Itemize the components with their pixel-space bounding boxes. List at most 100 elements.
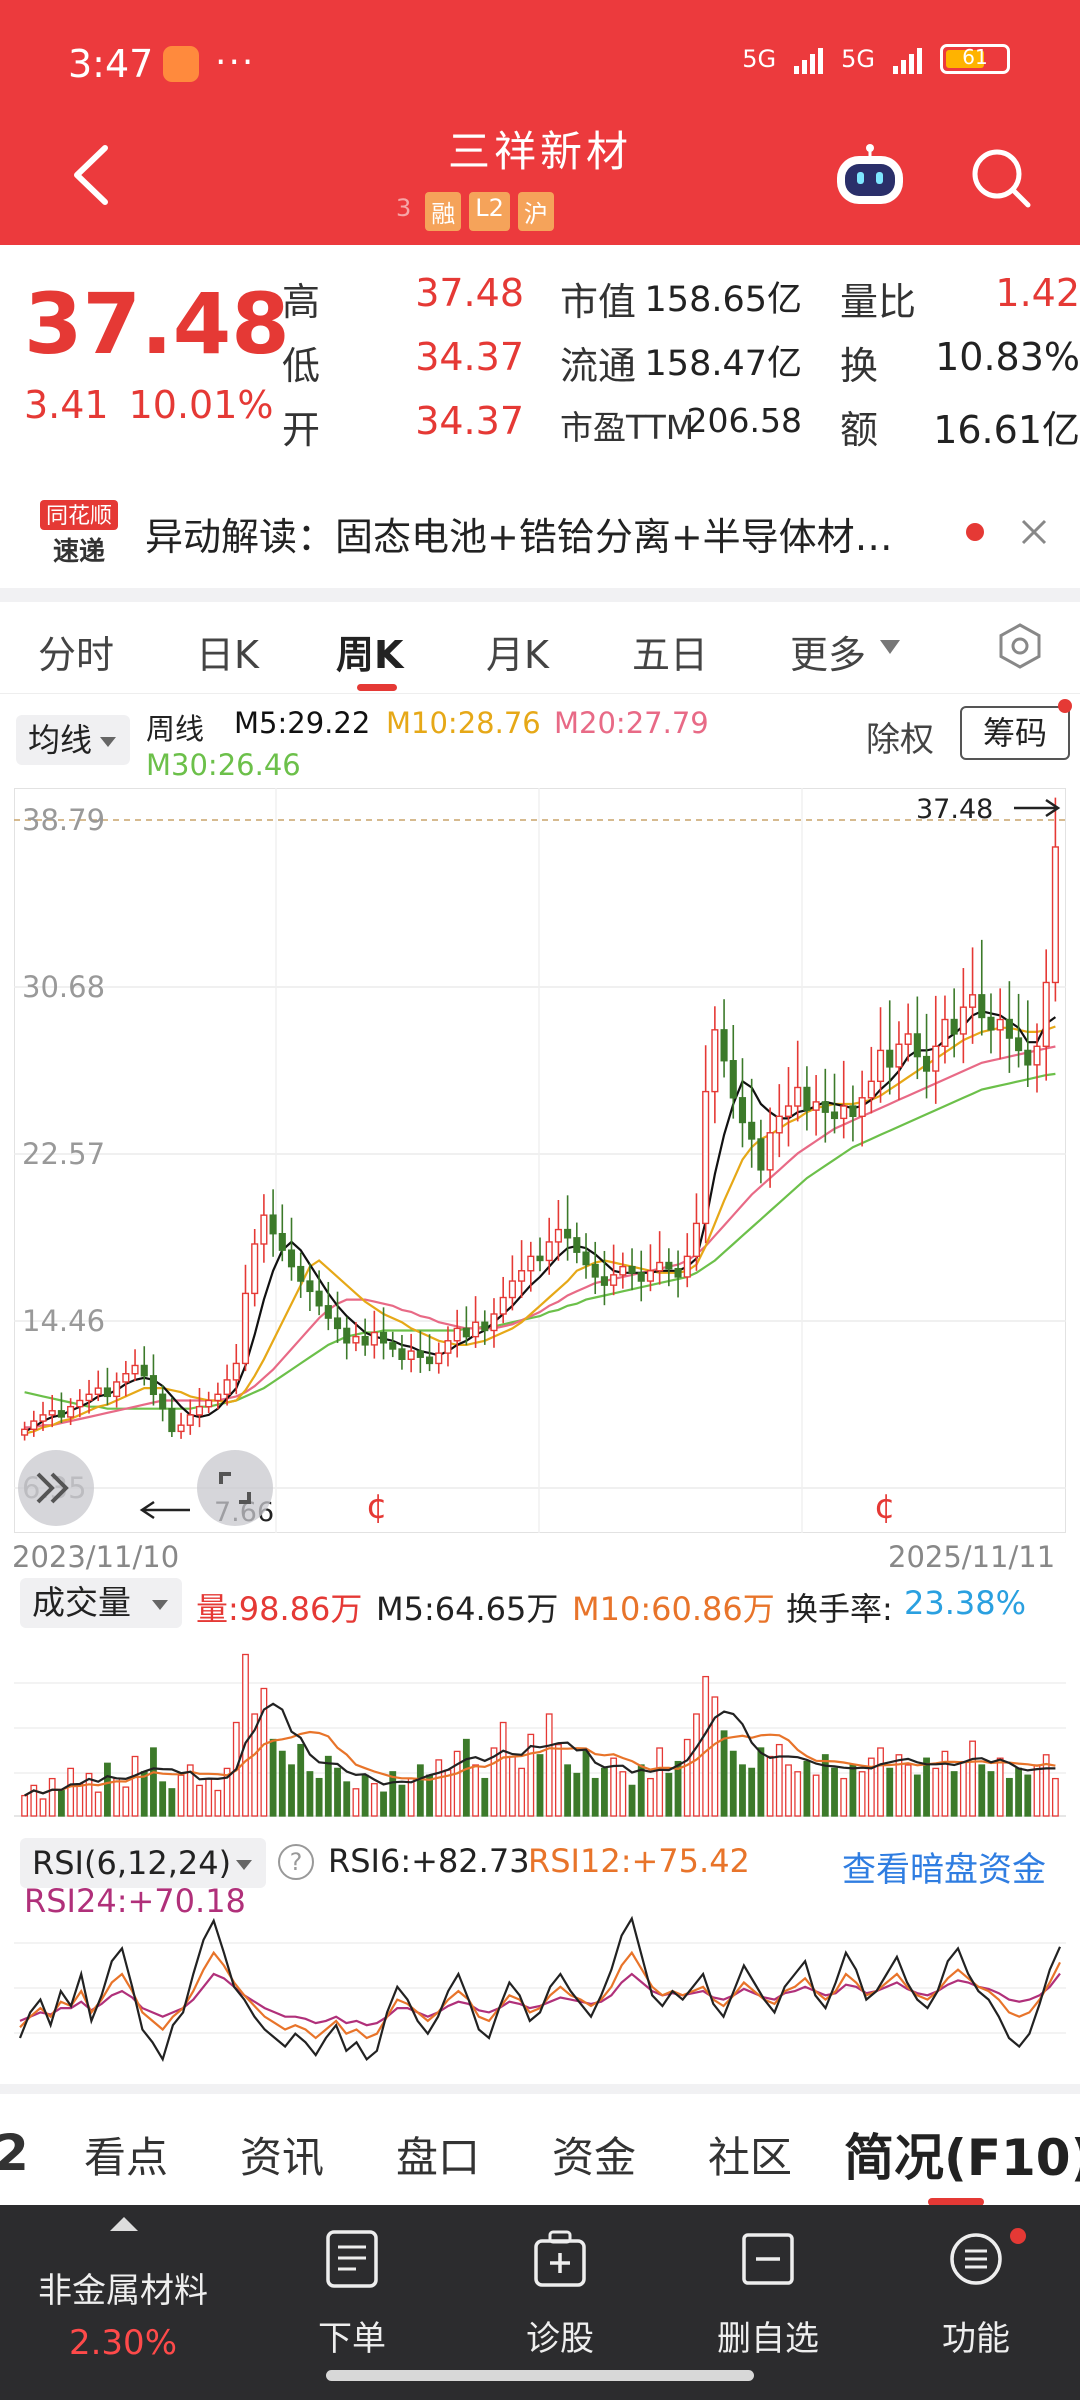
kline-candle [103, 1387, 111, 1398]
kline-candle [76, 1399, 84, 1408]
kline-candle [453, 1327, 461, 1342]
tab-weekly-k[interactable]: 周K [336, 633, 404, 677]
volume-bar [324, 1755, 332, 1817]
kline-candle [941, 1018, 949, 1048]
volume-bar [122, 1786, 130, 1817]
kline-candle [269, 1214, 277, 1235]
tab-prev-partial[interactable]: 2 [0, 2124, 29, 2182]
volume-bar [508, 1755, 516, 1817]
kline-candle [904, 1033, 912, 1045]
order-button[interactable]: 下单 [252, 2205, 452, 2385]
ex-rights-button[interactable]: 除权 [866, 720, 934, 760]
x-axis-start-date: 2023/11/10 [12, 1540, 180, 1574]
chevron-up-icon[interactable] [110, 2217, 138, 2231]
kline-candle [306, 1280, 314, 1293]
float-label: 流通 [560, 344, 637, 388]
tab-profile-f10[interactable]: 简况(F10) [844, 2129, 1080, 2187]
status-indicators: 5G 5G 61 [742, 44, 1010, 74]
vol-ratio-value: 1.42 [995, 271, 1080, 315]
remove-watchlist-button[interactable]: 删自选 [668, 2205, 868, 2385]
volume-bar [785, 1764, 792, 1817]
volume-bar [913, 1774, 921, 1817]
kline-candle [214, 1393, 222, 1402]
tab-order-book[interactable]: 盘口 [396, 2133, 481, 2182]
tab-community[interactable]: 社区 [708, 2133, 793, 2182]
rsi-selector-button[interactable]: RSI(6,12,24) [20, 1838, 266, 1888]
volume-bar [159, 1781, 167, 1817]
network-5g-label: 5G [742, 45, 777, 73]
volume-ma10: M10:60.86万 [572, 1590, 775, 1628]
chip-distribution-button[interactable]: 筹码 [960, 706, 1070, 760]
kline-candle [232, 1362, 240, 1381]
kline-candle [554, 1228, 562, 1243]
kline-y-tick: 30.68 [22, 970, 105, 1004]
volume-bar [223, 1767, 231, 1817]
open-label: 开 [282, 408, 321, 452]
chevron-down-icon[interactable] [880, 640, 900, 654]
low-value: 34.37 [415, 335, 524, 379]
status-time: 3:47 [68, 42, 154, 86]
kline-m20-line [24, 1045, 1056, 1429]
expand-sidebar-button[interactable] [18, 1450, 94, 1526]
rsi24-label: RSI24:+70.18 [24, 1882, 246, 1920]
kline-candle [39, 1414, 47, 1422]
tab-intraday[interactable]: 分时 [38, 633, 115, 677]
volume-selector-button[interactable]: 成交量 [20, 1578, 182, 1628]
robot-assistant-icon[interactable] [833, 142, 907, 208]
kline-m10-line [24, 1025, 1056, 1435]
dark-pool-link[interactable]: 查看暗盘资金 [842, 1850, 1046, 1890]
tab-five-day[interactable]: 五日 [632, 633, 709, 677]
kline-candle [729, 1060, 737, 1099]
volume-bar [481, 1777, 489, 1817]
close-icon[interactable] [1015, 513, 1053, 551]
margin-tag[interactable]: 融 [425, 192, 462, 231]
kline-candle [895, 1043, 903, 1068]
volume-bar [94, 1791, 102, 1817]
diagnose-button[interactable]: 诊股 [460, 2205, 660, 2385]
volume-bar [315, 1777, 323, 1817]
exchange-tag[interactable]: 沪 [517, 192, 554, 231]
fullscreen-button[interactable] [197, 1450, 273, 1526]
help-icon[interactable]: ? [278, 1844, 314, 1880]
sector-name[interactable]: 非金属材料 [38, 2271, 208, 2311]
volume-bar [959, 1760, 967, 1817]
double-chevron-right-icon [36, 1472, 69, 1504]
volume-bar [490, 1747, 498, 1817]
news-banner[interactable]: 同花顺 速递 异动解读：固态电池+锆铪分离+半导体材… [0, 480, 1080, 585]
news-headline[interactable]: 异动解读：固态电池+锆铪分离+半导体材… [145, 515, 893, 559]
kline-candle [241, 1292, 250, 1365]
tab-funds[interactable]: 资金 [552, 2133, 637, 2182]
tab-more[interactable]: 更多 [790, 633, 867, 677]
l2-tag[interactable]: L2 [469, 192, 510, 231]
volume-bar [186, 1764, 194, 1817]
kline-y-tick: 14.46 [22, 1304, 105, 1338]
tab-news[interactable]: 资讯 [240, 2133, 325, 2182]
home-indicator[interactable] [326, 2370, 754, 2381]
settings-hexagon-icon[interactable] [996, 622, 1044, 670]
network-5g-label-2: 5G [841, 45, 875, 73]
volume-bar [177, 1774, 185, 1817]
kline-candle [748, 1121, 756, 1140]
kline-candle [223, 1379, 231, 1396]
current-price: 37.48 [24, 275, 290, 373]
ma5-label: M5:29.22 [234, 706, 371, 740]
volume-bar [1033, 1764, 1041, 1817]
kline-candle [969, 994, 977, 1008]
volume-bar [794, 1771, 802, 1817]
volume-bar [858, 1771, 866, 1817]
last-price-arrowhead [1045, 798, 1061, 818]
rsi-line-rsi12 [19, 1950, 1061, 2040]
volume-bar [656, 1747, 664, 1817]
rsi-chart[interactable] [14, 1898, 1066, 2078]
volume-chart[interactable] [14, 1638, 1066, 1818]
tab-daily-k[interactable]: 日K [196, 633, 259, 677]
tab-monthly-k[interactable]: 月K [486, 633, 549, 677]
search-icon[interactable] [968, 145, 1034, 211]
function-button[interactable]: 功能 [876, 2205, 1076, 2385]
back-button[interactable] [65, 140, 121, 210]
volume-bar [462, 1738, 470, 1817]
ma-selector-button[interactable]: 均线 [16, 715, 130, 765]
kline-candle [656, 1261, 664, 1272]
tab-highlights[interactable]: 看点 [84, 2133, 169, 2182]
